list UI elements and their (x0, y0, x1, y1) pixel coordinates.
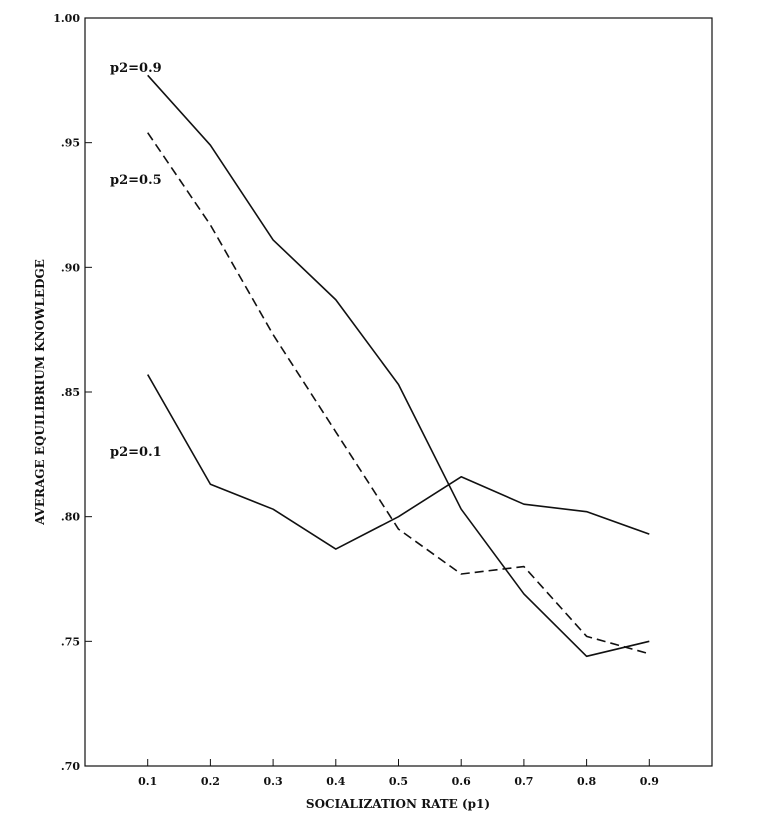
y-tick-label: .95 (61, 137, 80, 150)
series-line-p2-0-9 (147, 74, 650, 658)
y-tick-label: .85 (61, 386, 80, 399)
x-tick-label: 0.2 (201, 775, 220, 788)
plot-frame (84, 17, 713, 767)
x-tick-label: 0.1 (138, 775, 157, 788)
series-lines (147, 74, 650, 658)
series-line-p2-0-1 (147, 374, 650, 550)
series-line-p2-0-5 (147, 132, 650, 655)
x-tick-label: 0.6 (452, 775, 471, 788)
x-tick-label: 0.9 (640, 775, 659, 788)
series-label: p2=0.5 (110, 173, 162, 188)
y-tick-label: .80 (61, 511, 80, 524)
y-axis-ticks: .70 .75 .80 .85 .90 .95 1.00 (53, 12, 92, 773)
x-tick-label: 0.4 (326, 775, 345, 788)
y-tick-label: .70 (61, 760, 80, 773)
series-label: p2=0.9 (110, 61, 162, 76)
y-tick-label: 1.00 (53, 12, 80, 25)
y-tick-label: .75 (61, 635, 80, 648)
y-axis-title: AVERAGE EQUILIBRIUM KNOWLEDGE (33, 259, 47, 526)
series-labels: p2=0.9 p2=0.5 p2=0.1 (110, 61, 162, 460)
x-tick-label: 0.8 (577, 775, 596, 788)
y-tick-label: .90 (61, 261, 80, 274)
x-tick-label: 0.7 (514, 775, 533, 788)
series-label: p2=0.1 (110, 445, 162, 460)
x-axis-ticks: 0.1 0.2 0.3 0.4 0.5 0.6 0.7 0.8 0.9 (138, 759, 659, 788)
x-tick-label: 0.3 (264, 775, 283, 788)
x-tick-label: 0.5 (389, 775, 408, 788)
x-axis-title: SOCIALIZATION RATE (p1) (306, 797, 490, 811)
